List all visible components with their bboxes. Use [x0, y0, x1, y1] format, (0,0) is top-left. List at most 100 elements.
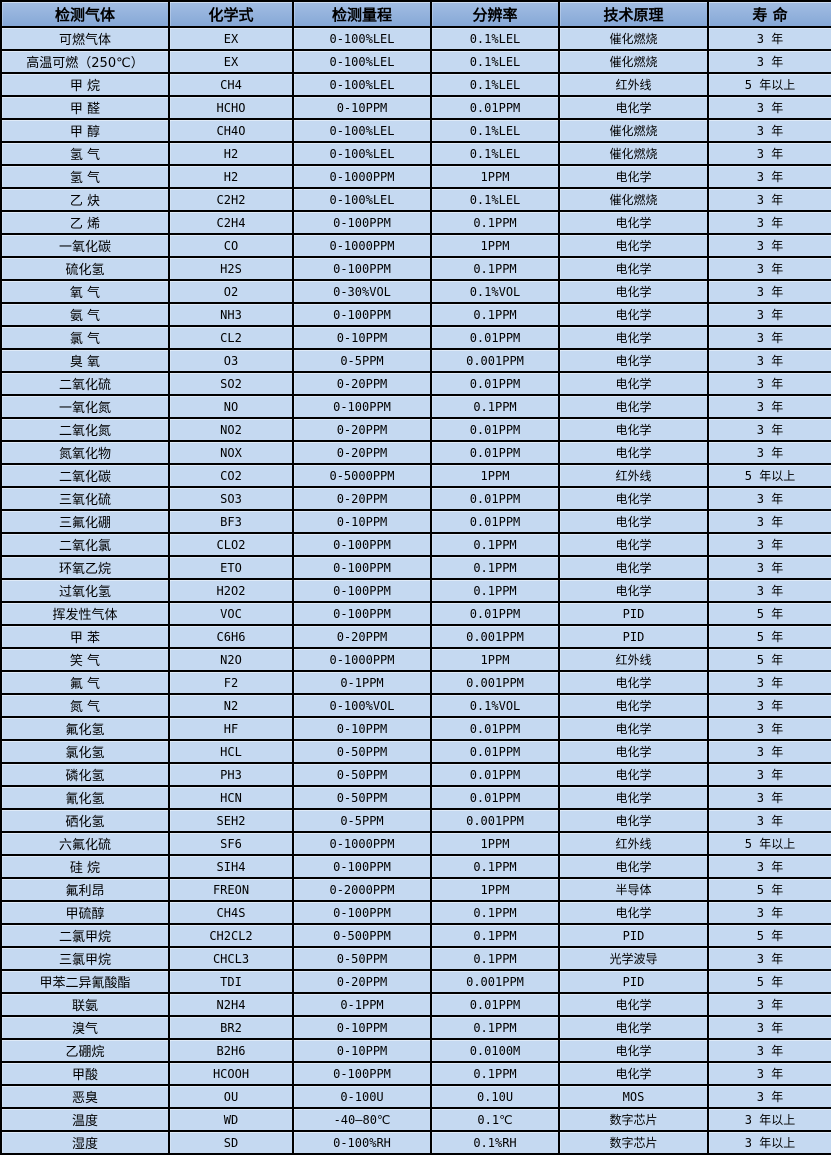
table-cell: VOC	[168, 601, 294, 626]
table-row: 甲 烷 CH4 0-100%LEL 0.1%LEL 红外线 5 年以上	[0, 72, 831, 97]
table-cell: 催化燃烧	[558, 26, 709, 51]
table-cell: 电化学	[558, 739, 709, 764]
table-cell: CHCL3	[168, 946, 294, 971]
table-cell: 0.001PPM	[430, 808, 560, 833]
table-cell: 0-10PPM	[292, 1015, 432, 1040]
table-cell: 3 年	[707, 417, 831, 442]
table-cell: 0.01PPM	[430, 486, 560, 511]
table-row: 湿度 SD 0-100%RH 0.1%RH 数字芯片 3 年以上	[0, 1130, 831, 1155]
table-cell: 半导体	[558, 877, 709, 902]
gas-name-cell: 笑 气	[0, 647, 170, 672]
table-cell: 电化学	[558, 716, 709, 741]
table-cell: 0.0100M	[430, 1038, 560, 1063]
table-cell: 3 年	[707, 141, 831, 166]
table-cell: B2H6	[168, 1038, 294, 1063]
table-cell: SF6	[168, 831, 294, 856]
table-cell: 数字芯片	[558, 1130, 709, 1155]
table-row: 三氟化硼 BF3 0-10PPM 0.01PPM 电化学 3 年	[0, 509, 831, 534]
table-cell: 0-100PPM	[292, 256, 432, 281]
table-cell: 3 年	[707, 670, 831, 695]
table-cell: 3 年	[707, 992, 831, 1017]
table-cell: 0-100PPM	[292, 532, 432, 557]
table-cell: 0-20PPM	[292, 624, 432, 649]
table-cell: 0-100PPM	[292, 1061, 432, 1086]
table-cell: NO	[168, 394, 294, 419]
table-cell: 3 年	[707, 555, 831, 580]
table-cell: 电化学	[558, 417, 709, 442]
table-row: 挥发性气体 VOC 0-100PPM 0.01PPM PID 5 年	[0, 601, 831, 626]
table-cell: 3 年	[707, 1061, 831, 1086]
table-cell: 0-100%LEL	[292, 141, 432, 166]
table-cell: H2	[168, 141, 294, 166]
table-row: 一氧化碳 CO 0-1000PPM 1PPM 电化学 3 年	[0, 233, 831, 258]
table-cell: 0-10PPM	[292, 95, 432, 120]
table-row: 甲酸 HCOOH 0-100PPM 0.1PPM 电化学 3 年	[0, 1061, 831, 1086]
table-cell: 5 年以上	[707, 831, 831, 856]
gas-name-cell: 二氧化氮	[0, 417, 170, 442]
table-cell: 3 年	[707, 325, 831, 350]
gas-name-cell: 甲酸	[0, 1061, 170, 1086]
table-cell: 0.1%VOL	[430, 279, 560, 304]
table-cell: 0.1PPM	[430, 555, 560, 580]
table-cell: C2H4	[168, 210, 294, 235]
table-row: 三氯甲烷 CHCL3 0-50PPM 0.1PPM 光学波导 3 年	[0, 946, 831, 971]
gas-name-cell: 氧 气	[0, 279, 170, 304]
table-cell: 0.1%VOL	[430, 693, 560, 718]
table-cell: 电化学	[558, 256, 709, 281]
table-row: 二氧化硫 SO2 0-20PPM 0.01PPM 电化学 3 年	[0, 371, 831, 396]
table-cell: 0-100%RH	[292, 1130, 432, 1155]
table-cell: 0-5000PPM	[292, 463, 432, 488]
table-cell: 3 年	[707, 900, 831, 925]
gas-name-cell: 湿度	[0, 1130, 170, 1155]
table-cell: 电化学	[558, 578, 709, 603]
table-cell: 3 年	[707, 486, 831, 511]
table-row: 硅 烷 SIH4 0-100PPM 0.1PPM 电化学 3 年	[0, 854, 831, 879]
table-row: 氯化氢 HCL 0-50PPM 0.01PPM 电化学 3 年	[0, 739, 831, 764]
table-cell: CLO2	[168, 532, 294, 557]
gas-name-cell: 氟 气	[0, 670, 170, 695]
table-cell: 0-50PPM	[292, 946, 432, 971]
table-cell: 0-100PPM	[292, 601, 432, 626]
table-cell: MOS	[558, 1084, 709, 1109]
table-cell: 0.01PPM	[430, 371, 560, 396]
table-cell: WD	[168, 1107, 294, 1132]
table-cell: 0.1%LEL	[430, 187, 560, 212]
gas-name-cell: 甲 烷	[0, 72, 170, 97]
table-cell: 0.001PPM	[430, 348, 560, 373]
table-row: 氮氧化物 NOX 0-20PPM 0.01PPM 电化学 3 年	[0, 440, 831, 465]
table-cell: 0.1PPM	[430, 854, 560, 879]
table-cell: PID	[558, 969, 709, 994]
table-cell: 0-5PPM	[292, 808, 432, 833]
table-cell: -40—80℃	[292, 1107, 432, 1132]
table-cell: 0-50PPM	[292, 762, 432, 787]
table-row: 甲 醇 CH4O 0-100%LEL 0.1%LEL 催化燃烧 3 年	[0, 118, 831, 143]
table-row: 二氯甲烷 CH2CL2 0-500PPM 0.1PPM PID 5 年	[0, 923, 831, 948]
table-cell: 0-100PPM	[292, 555, 432, 580]
table-cell: 0.1%LEL	[430, 26, 560, 51]
table-cell: 0-1000PPM	[292, 647, 432, 672]
table-cell: 3 年	[707, 693, 831, 718]
table-cell: 0-1000PPM	[292, 164, 432, 189]
column-header: 检测气体	[0, 0, 170, 28]
table-cell: 红外线	[558, 463, 709, 488]
table-cell: 0.01PPM	[430, 739, 560, 764]
gas-name-cell: 二氯甲烷	[0, 923, 170, 948]
gas-name-cell: 恶臭	[0, 1084, 170, 1109]
header-row: 检测气体 化学式 检测量程 分辨率 技术原理寿 命	[0, 0, 831, 28]
table-cell: 电化学	[558, 371, 709, 396]
table-row: 恶臭 OU 0-100U 0.10U MOS 3 年	[0, 1084, 831, 1109]
gas-name-cell: 臭 氧	[0, 348, 170, 373]
table-cell: 电化学	[558, 325, 709, 350]
table-cell: NO2	[168, 417, 294, 442]
table-cell: SD	[168, 1130, 294, 1155]
table-cell: PID	[558, 601, 709, 626]
table-cell: 电化学	[558, 509, 709, 534]
gas-name-cell: 一氧化碳	[0, 233, 170, 258]
table-cell: 0-100U	[292, 1084, 432, 1109]
table-cell: 0-100%LEL	[292, 26, 432, 51]
gas-name-cell: 氢 气	[0, 164, 170, 189]
table-cell: 0-100PPM	[292, 900, 432, 925]
table-cell: 0.001PPM	[430, 670, 560, 695]
table-cell: 0-1000PPM	[292, 831, 432, 856]
gas-name-cell: 高温可燃（250℃）	[0, 49, 170, 74]
